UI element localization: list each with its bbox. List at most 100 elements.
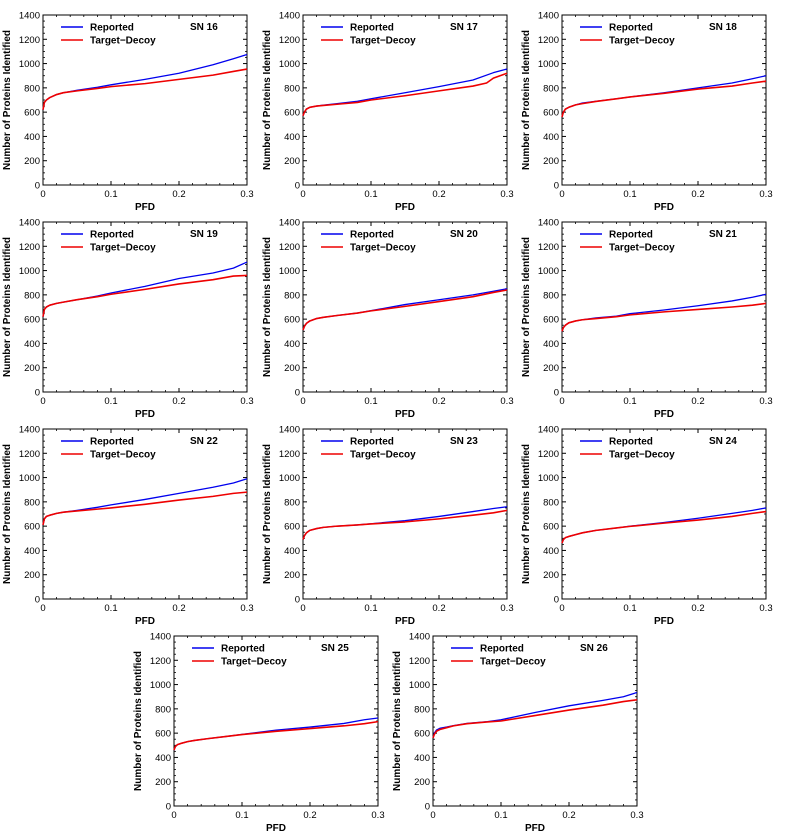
y-tick-label: 1400 [279, 425, 300, 436]
panel-title: SN 25 [321, 643, 349, 654]
x-tick-label: 0 [171, 810, 176, 821]
panel-title: SN 19 [190, 229, 218, 240]
series-line-target-decoy [42, 491, 248, 526]
y-tick-label: 400 [284, 132, 300, 143]
y-tick-label: 1400 [279, 11, 300, 22]
legend-label: Target−Decoy [609, 450, 675, 461]
y-tick-label: 800 [543, 497, 559, 508]
y-tick-label: 400 [24, 339, 40, 350]
legend-label: Target−Decoy [350, 243, 416, 254]
y-axis-title: Number of Proteins Identified [521, 444, 532, 584]
y-tick-label: 1000 [150, 680, 171, 691]
y-tick-label: 1200 [150, 656, 171, 667]
x-tick-label: 0.3 [240, 189, 253, 200]
y-tick-label: 400 [543, 546, 559, 557]
chart-panel-sn-17: 0 200 400 600 800 1000 1200 1400 0 0.1 0.2 0.3 PFD Nu… [262, 11, 514, 214]
y-tick-label: 1400 [538, 11, 559, 22]
x-axis-title: PFD [654, 616, 674, 627]
y-tick-label: 800 [284, 497, 300, 508]
y-tick-label: 400 [414, 753, 430, 764]
x-tick-label: 0.2 [303, 810, 316, 821]
y-tick-label: 200 [24, 570, 40, 581]
panel-title: SN 18 [709, 22, 737, 33]
x-tick-label: 0 [559, 603, 564, 614]
y-tick-label: 1400 [19, 218, 40, 229]
y-tick-label: 200 [155, 777, 171, 788]
y-tick-label: 600 [543, 522, 559, 533]
y-tick-label: 1000 [19, 473, 40, 484]
x-tick-label: 0.1 [364, 396, 377, 407]
x-tick-label: 0.2 [172, 603, 185, 614]
legend-label: Reported [221, 644, 265, 655]
x-axis-title: PFD [654, 202, 674, 213]
y-tick-label: 0 [425, 802, 430, 813]
y-tick-label: 600 [414, 729, 430, 740]
y-tick-label: 800 [24, 83, 40, 94]
y-tick-label: 200 [284, 570, 300, 581]
y-tick-label: 400 [284, 546, 300, 557]
y-tick-label: 200 [24, 156, 40, 167]
x-axis-title: PFD [395, 202, 415, 213]
legend-label: Target−Decoy [90, 450, 156, 461]
chart-panel-sn-19: 0 200 400 600 800 1000 1200 1400 0 0.1 0.2 0.3 PFD Nu… [2, 218, 254, 421]
series-line-target-decoy [302, 509, 508, 540]
x-tick-label: 0.1 [104, 189, 117, 200]
series-line-reported [561, 507, 767, 544]
legend-label: Target−Decoy [609, 36, 675, 47]
chart-panel-sn-24: 0 200 400 600 800 1000 1200 1400 0 0.1 0.2 0.3 PFD Nu… [521, 425, 773, 628]
y-tick-label: 600 [543, 315, 559, 326]
x-tick-label: 0.3 [500, 189, 513, 200]
series-line-target-decoy [302, 72, 508, 117]
y-tick-label: 600 [24, 108, 40, 119]
x-axis-title: PFD [395, 616, 415, 627]
x-tick-label: 0.1 [494, 810, 507, 821]
y-axis-title: Number of Proteins Identified [2, 444, 13, 584]
x-tick-label: 0.2 [691, 396, 704, 407]
y-tick-label: 1000 [279, 473, 300, 484]
y-tick-label: 800 [24, 290, 40, 301]
y-tick-label: 1400 [19, 425, 40, 436]
legend-label: Target−Decoy [350, 450, 416, 461]
x-tick-label: 0 [559, 189, 564, 200]
y-tick-label: 800 [543, 290, 559, 301]
panel-title: SN 22 [190, 436, 218, 447]
y-tick-label: 1200 [19, 449, 40, 460]
chart-panel-sn-25: 0 200 400 600 800 1000 1200 1400 0 0.1 0.2 0.3 PFD Nu… [133, 632, 385, 835]
chart-panel-sn-16: 0 200 400 600 800 1000 1200 1400 0 0.1 0.2 0.3 PFD Nu… [2, 11, 254, 214]
legend-label: Reported [350, 23, 394, 34]
panel-title: SN 24 [709, 436, 737, 447]
y-tick-label: 600 [155, 729, 171, 740]
x-tick-label: 0 [40, 396, 45, 407]
y-tick-label: 1400 [19, 11, 40, 22]
y-tick-label: 0 [554, 595, 559, 606]
legend-label: Reported [90, 230, 134, 241]
x-tick-label: 0.1 [623, 189, 636, 200]
y-tick-label: 800 [543, 83, 559, 94]
x-tick-label: 0.3 [500, 603, 513, 614]
legend-label: Target−Decoy [480, 657, 546, 668]
y-tick-label: 1000 [538, 473, 559, 484]
x-axis-title: PFD [135, 616, 155, 627]
y-tick-label: 800 [155, 704, 171, 715]
x-axis-title: PFD [135, 409, 155, 420]
series-line-target-decoy [173, 720, 379, 751]
y-axis-title: Number of Proteins Identified [262, 237, 273, 377]
y-tick-label: 1200 [538, 242, 559, 253]
y-axis-title: Number of Proteins Identified [521, 30, 532, 170]
x-tick-label: 0.2 [172, 396, 185, 407]
y-tick-label: 600 [284, 315, 300, 326]
x-tick-label: 0.1 [364, 603, 377, 614]
y-tick-label: 1200 [19, 242, 40, 253]
x-axis-title: PFD [654, 409, 674, 420]
series-line-reported [302, 68, 508, 117]
x-tick-label: 0.1 [364, 189, 377, 200]
y-tick-label: 800 [284, 83, 300, 94]
x-tick-label: 0.2 [172, 189, 185, 200]
x-tick-label: 0.1 [235, 810, 248, 821]
y-tick-label: 200 [24, 363, 40, 374]
x-axis-title: PFD [135, 202, 155, 213]
legend-label: Target−Decoy [221, 657, 287, 668]
y-axis-title: Number of Proteins Identified [2, 237, 13, 377]
y-tick-label: 1000 [19, 266, 40, 277]
y-tick-label: 1000 [538, 59, 559, 70]
